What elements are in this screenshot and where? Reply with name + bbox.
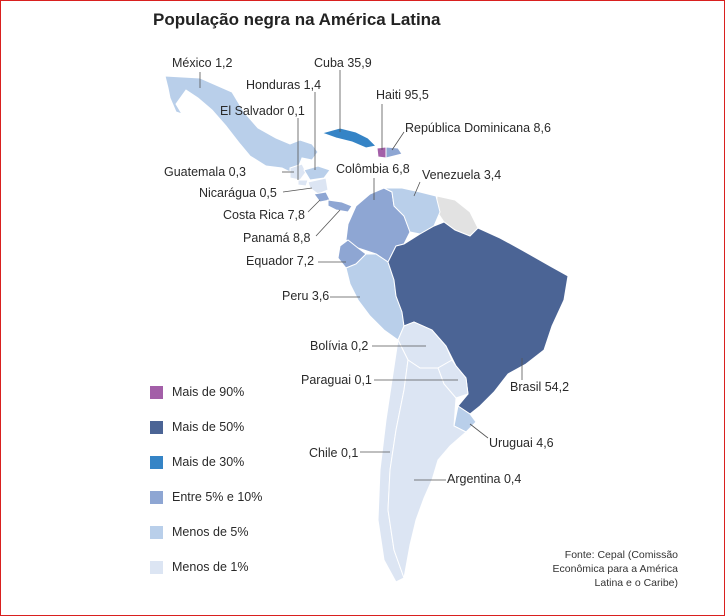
label-bolivia: Bolívia 0,2 — [310, 339, 369, 353]
region-cuba — [320, 127, 378, 149]
legend-swatch — [150, 560, 163, 574]
legend-label: Menos de 1% — [172, 560, 249, 574]
legend-item: Mais de 90% — [150, 382, 244, 402]
label-peru: Peru 3,6 — [282, 289, 330, 303]
label-venezuela: Venezuela 3,4 — [422, 168, 502, 182]
legend-swatch — [150, 455, 163, 469]
map-title: População negra na América Latina — [153, 10, 441, 29]
label-el-salvador: El Salvador 0,1 — [220, 104, 305, 118]
label-guatemala: Guatemala 0,3 — [164, 165, 246, 179]
label-paraguai: Paraguai 0,1 — [301, 373, 372, 387]
label-brasil: Brasil 54,2 — [510, 380, 570, 394]
leader-nicaragua — [282, 187, 313, 193]
region-mexico — [164, 75, 319, 173]
region-honduras — [303, 165, 331, 181]
legend-item: Mais de 50% — [150, 417, 244, 437]
leader-costa-rica — [307, 199, 321, 213]
leader-venezuela — [413, 181, 421, 197]
legend-swatch — [150, 385, 163, 399]
legend-label: Mais de 50% — [172, 420, 245, 434]
label-costa-rica: Costa Rica 7,8 — [223, 208, 305, 222]
label-chile: Chile 0,1 — [309, 446, 359, 460]
label-honduras: Honduras 1,4 — [246, 78, 322, 92]
region-argentina — [387, 359, 467, 580]
legend-label: Entre 5% e 10% — [172, 490, 263, 504]
legend-item: Mais de 30% — [150, 452, 244, 472]
legend-label: Mais de 90% — [172, 385, 245, 399]
legend-label: Mais de 30% — [172, 455, 245, 469]
legend-swatch — [150, 525, 163, 539]
label-panama: Panamá 8,8 — [243, 231, 311, 245]
legend-label: Menos de 5% — [172, 525, 249, 539]
region-dominican-republic — [385, 146, 403, 159]
label-argentina: Argentina 0,4 — [447, 472, 522, 486]
legend-swatch — [150, 490, 163, 504]
region-panama — [327, 199, 353, 213]
leader-panama — [315, 209, 341, 237]
label-dominican-republic: República Dominicana 8,6 — [405, 121, 551, 135]
legend-item: Menos de 5% — [150, 522, 248, 542]
label-cuba: Cuba 35,9 — [314, 56, 372, 70]
legend-item: Entre 5% e 10% — [150, 487, 262, 507]
leader-lines — [199, 70, 523, 481]
label-haiti: Haiti 95,5 — [376, 88, 429, 102]
region-haiti — [376, 146, 387, 159]
leader-uruguai — [469, 423, 489, 439]
label-nicaragua: Nicarágua 0,5 — [199, 186, 277, 200]
label-colombia: Colômbia 6,8 — [336, 162, 410, 176]
leader-dominican-republic — [391, 131, 405, 151]
legend-swatch — [150, 420, 163, 434]
label-uruguai: Uruguai 4,6 — [489, 436, 554, 450]
region-nicaragua — [307, 177, 329, 195]
label-mexico: México 1,2 — [172, 56, 233, 70]
source-note: Fonte: Cepal (Comissão Econômica para a … — [552, 549, 678, 589]
legend-item: Menos de 1% — [150, 557, 248, 577]
label-equador: Equador 7,2 — [246, 254, 315, 268]
region-el-salvador — [297, 179, 309, 187]
